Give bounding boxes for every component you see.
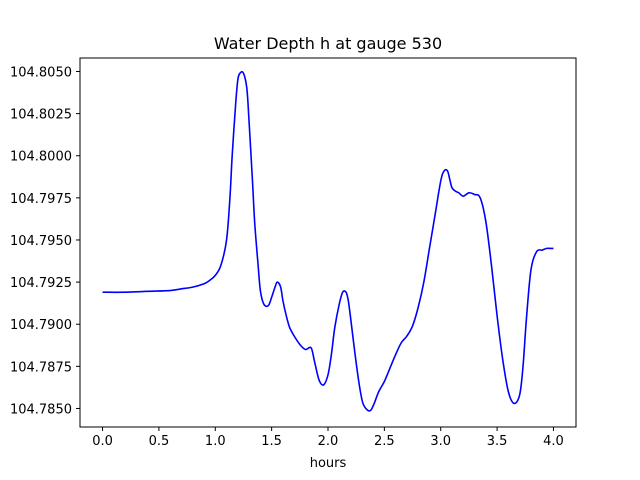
y-tick-label: 104.7975 [10,192,72,207]
y-tick-label: 104.7875 [10,360,72,375]
x-tick-label: 2.5 [374,434,395,449]
x-tick-label: 4.0 [543,434,564,449]
y-tick-label: 104.8050 [10,65,72,80]
y-axis-ticks: 104.7850 104.7875 104.7900 104.7925 104.7950… [10,65,80,417]
x-tick-label: 0.0 [92,434,113,449]
y-tick-label: 104.8025 [10,108,72,123]
x-tick-label: 2.0 [318,434,339,449]
y-tick-label: 104.7950 [10,234,72,249]
series-line [102,70,554,412]
x-tick-label: 0.5 [149,434,170,449]
x-axis-ticks: 0.0 0.5 1.0 1.5 2.0 2.5 3.0 3.5 4.0 [92,427,564,449]
x-axis-label: hours [310,456,347,471]
x-tick-label: 1.0 [205,434,226,449]
y-tick-label: 104.8000 [10,150,72,165]
y-tick-label: 104.7900 [10,318,72,333]
x-tick-label: 3.0 [430,434,451,449]
y-tick-label: 104.7850 [10,402,72,417]
x-tick-label: 1.5 [261,434,282,449]
y-tick-label: 104.7925 [10,276,72,291]
x-tick-label: 3.5 [487,434,508,449]
chart-title: Water Depth h at gauge 530 [214,34,442,53]
plot-area-frame [79,57,577,428]
